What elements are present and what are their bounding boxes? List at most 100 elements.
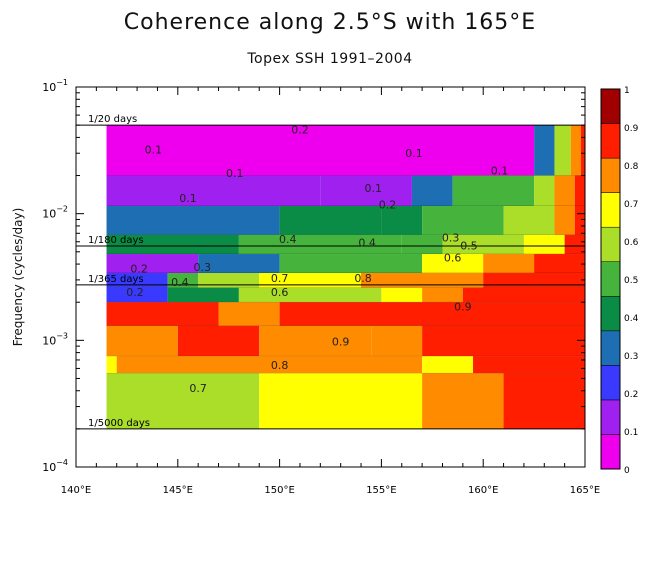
contour-label: 0.1 xyxy=(491,164,509,177)
heatmap-cell xyxy=(473,356,585,374)
heatmap-cell xyxy=(238,234,402,255)
x-tick-label: 155°E xyxy=(366,485,396,496)
heatmap-cell xyxy=(534,254,585,274)
heatmap-cell xyxy=(106,325,178,357)
colorbar-tick-label: 1 xyxy=(624,86,630,96)
heatmap-cell xyxy=(238,287,382,303)
heatmap-cell xyxy=(523,234,565,255)
reference-line-label: 1/365 days xyxy=(88,274,144,285)
colorbar-tick-label: 0 xyxy=(624,466,630,476)
heatmap-cell xyxy=(320,175,412,206)
heatmap-cell xyxy=(554,175,575,206)
x-tick-label: 140°E xyxy=(61,485,91,496)
heatmap-cell xyxy=(279,302,585,326)
y-tick-label: 10−3 xyxy=(42,331,68,347)
chart-title: Coherence along 2.5°S with 165°E xyxy=(123,10,537,35)
heatmap-cell xyxy=(554,125,571,176)
heatmap-cell xyxy=(422,205,504,235)
contour-label: 0.3 xyxy=(442,231,460,244)
heatmap-cell xyxy=(462,287,585,303)
heatmap-cell xyxy=(106,125,535,176)
heatmap-cell xyxy=(106,287,168,303)
heatmap-cell xyxy=(361,273,484,288)
contour-label: 0.1 xyxy=(365,182,383,195)
contour-label: 0.2 xyxy=(126,286,144,299)
colorbar-swatch xyxy=(600,365,621,401)
heatmap-cell xyxy=(554,205,575,235)
colorbar-swatch xyxy=(600,434,621,470)
plot-frame xyxy=(75,86,586,468)
contour-label: 0.1 xyxy=(405,147,423,160)
heatmap-cell xyxy=(177,325,260,357)
x-tick-label: 160°E xyxy=(468,485,498,496)
heatmap-cell xyxy=(401,234,443,255)
contour-label: 0.2 xyxy=(379,199,397,212)
colorbar-tick-label: 0.4 xyxy=(624,314,639,324)
heatmap-cell xyxy=(442,234,524,255)
contour-label: 0.2 xyxy=(130,262,148,275)
colorbar-swatch xyxy=(600,88,621,124)
heatmap-cell xyxy=(106,205,280,235)
colorbar-swatch xyxy=(600,330,621,366)
x-tick-label: 145°E xyxy=(163,485,193,496)
contour-label: 0.4 xyxy=(279,233,297,246)
colorbar-swatch xyxy=(600,399,621,435)
heatmap-cell xyxy=(259,373,300,429)
contour-label: 0.8 xyxy=(354,272,372,285)
chart-subtitle: Topex SSH 1991–2004 xyxy=(247,51,413,67)
heatmap-cell xyxy=(106,273,168,288)
heatmap-cell xyxy=(452,175,535,206)
heatmap-cell xyxy=(279,254,423,274)
contour-label: 0.4 xyxy=(171,276,189,289)
contour-labels: 0.20.1 0.10.1 0.10.10.10.20.4 0.4 0.30.50.60… xyxy=(126,124,508,395)
heatmap-cell xyxy=(299,373,423,429)
heatmap-cell xyxy=(564,234,585,255)
contour-label: 0.7 xyxy=(271,272,289,285)
colorbar-swatch xyxy=(600,157,621,193)
contour-label: 0.8 xyxy=(271,359,289,372)
y-tick-label: 10−1 xyxy=(42,78,68,94)
colorbar-tick-label: 0.9 xyxy=(624,124,639,134)
y-tick-label: 10−4 xyxy=(42,458,68,474)
colorbar-swatch xyxy=(600,261,621,297)
heatmap-cell xyxy=(106,356,117,374)
heatmap-cell xyxy=(218,302,280,326)
contour-label: 0.9 xyxy=(454,300,472,313)
contour-label: 0.7 xyxy=(189,382,207,395)
colorbar-tick-label: 0.1 xyxy=(624,428,638,438)
y-tick-label: 10−2 xyxy=(42,205,68,221)
heatmap-cell xyxy=(381,287,423,303)
heatmap-cell xyxy=(106,175,321,206)
heatmap-cell xyxy=(371,325,423,357)
contour-label: 0.1 xyxy=(145,144,163,157)
x-tick-label: 150°E xyxy=(264,485,294,496)
contour-label: 0.6 xyxy=(444,252,462,265)
reference-line-label: 1/180 days xyxy=(88,235,144,246)
colorbar-swatch xyxy=(600,226,621,262)
colorbar-frame xyxy=(600,88,621,470)
heatmap-cell xyxy=(503,205,555,235)
colorbar-tick-label: 0.6 xyxy=(624,238,639,248)
colorbar-swatch xyxy=(600,123,621,159)
x-tick-label: 165°E xyxy=(570,485,600,496)
heatmap-cell xyxy=(422,356,474,374)
heatmap-cell xyxy=(198,273,260,288)
contour-label: 0.1 xyxy=(179,192,197,205)
heatmap-cell xyxy=(411,175,453,206)
heatmap-cell xyxy=(422,254,484,274)
colorbar-tick-label: 0.8 xyxy=(624,162,639,172)
heatmap-cell xyxy=(106,373,260,429)
heatmap-cell xyxy=(106,302,219,326)
heatmap-cell xyxy=(574,175,585,206)
reference-line-label: 1/5000 days xyxy=(88,418,150,429)
heatmap-cell xyxy=(116,356,423,374)
colorbar: 0 0.1 0.2 0.3 0.4 0.5 0.6 0.7 0.8 0.9 1 xyxy=(600,86,639,476)
heatmap-cell xyxy=(106,254,199,274)
contour-label: 0.2 xyxy=(291,124,309,137)
heatmap-cell xyxy=(167,287,239,303)
colorbar-swatch xyxy=(600,192,621,228)
heatmap-cell xyxy=(422,287,463,303)
heatmap-cell xyxy=(422,325,585,357)
heatmap-cell xyxy=(279,205,382,235)
heatmap-cell xyxy=(534,125,555,176)
